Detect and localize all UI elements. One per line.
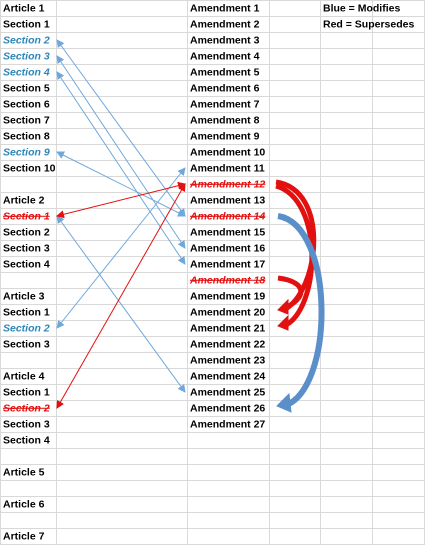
cell-text: Article 2 — [3, 194, 45, 206]
cell-text: Amendment 19 — [190, 290, 265, 302]
cell-text: Section 8 — [3, 130, 50, 142]
cells: Article 1 Section 1 Section 2 Section 3 Sect… — [3, 2, 414, 542]
cell-text: Section 10 — [3, 162, 56, 174]
cell-text: Amendment 8 — [190, 114, 260, 126]
cell-text: Section 1 — [3, 306, 50, 318]
cell-text: Amendment 24 — [190, 370, 265, 382]
cell-text: Amendment 23 — [190, 354, 265, 366]
cell-text: Section 4 — [3, 66, 50, 78]
cell-text: Section 2 — [3, 402, 50, 414]
link — [56, 151, 186, 217]
cell-text: Article 7 — [3, 530, 45, 542]
cell-text: Article 5 — [3, 466, 45, 478]
cell-text: Section 4 — [3, 258, 50, 270]
cell-text: Amendment 11 — [190, 162, 265, 174]
cell-text: Amendment 4 — [190, 50, 260, 62]
modify-links — [56, 39, 186, 393]
cell-text: Amendment 18 — [189, 274, 265, 286]
curve — [277, 275, 304, 311]
link — [56, 181, 186, 219]
cell-text: Article 1 — [3, 2, 45, 14]
supersede-links — [56, 181, 186, 409]
cell-text: Amendment 1 — [190, 2, 260, 14]
cell-text: Article 3 — [3, 290, 45, 302]
cell-text: Section 7 — [3, 114, 50, 126]
cell-text: Amendment 26 — [190, 402, 265, 414]
cell-text: Amendment 17 — [190, 258, 265, 270]
cell-text: Amendment 5 — [190, 66, 260, 78]
cell-text: Section 9 — [3, 146, 50, 158]
cell-text: Section 2 — [3, 34, 50, 46]
cell-text: Section 5 — [3, 82, 50, 94]
cell-text: Amendment 16 — [190, 242, 265, 254]
cell-text: Amendment 13 — [190, 194, 265, 206]
cell-text: Section 3 — [3, 242, 50, 254]
cell-text: Amendment 7 — [190, 98, 260, 110]
link — [56, 183, 186, 409]
link — [56, 71, 186, 265]
curved-arrows — [275, 179, 325, 413]
curve — [277, 213, 325, 409]
cell-text: Amendment 15 — [190, 226, 265, 238]
cell-text: Section 6 — [3, 98, 50, 110]
cell-text: Amendment 10 — [190, 146, 265, 158]
cell-text: Section 3 — [3, 338, 50, 350]
cell-text: Section 1 — [3, 386, 50, 398]
curve-head — [276, 392, 292, 413]
cell-text: Section 3 — [3, 418, 50, 430]
link — [56, 55, 186, 249]
cell-text: Amendment 14 — [189, 210, 265, 222]
cell-text: Amendment 6 — [190, 82, 260, 94]
cell-text: Section 3 — [3, 50, 50, 62]
cell-text: Blue = Modifies — [323, 2, 400, 14]
cell-text: Section 1 — [3, 210, 50, 222]
cell-text: Article 6 — [3, 498, 45, 510]
cell-text: Section 2 — [3, 322, 50, 334]
cell-text: Red = Supersedes — [323, 18, 414, 30]
cell-text: Amendment 20 — [190, 306, 265, 318]
cell-text: Amendment 27 — [190, 418, 265, 430]
cell-text: Section 2 — [3, 226, 50, 238]
curve-head — [277, 314, 289, 331]
cell-text: Amendment 2 — [190, 18, 260, 30]
cell-text: Section 1 — [3, 18, 50, 30]
cell-text: Amendment 22 — [190, 338, 265, 350]
cell-text: Amendment 3 — [190, 34, 260, 46]
cell-text: Article 4 — [3, 370, 45, 382]
cell-text: Amendment 25 — [190, 386, 265, 398]
cell-text: Amendment 12 — [189, 178, 265, 190]
cell-text: Amendment 21 — [190, 322, 265, 334]
cell-text: Section 4 — [3, 434, 50, 446]
cell-text: Amendment 9 — [190, 130, 260, 142]
